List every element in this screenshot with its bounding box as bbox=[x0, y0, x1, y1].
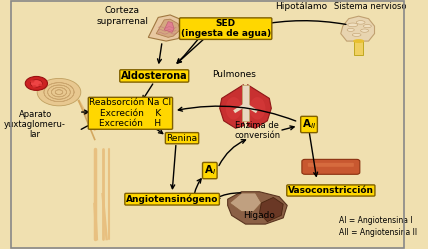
Text: A$_I$: A$_I$ bbox=[204, 164, 216, 178]
Ellipse shape bbox=[348, 23, 358, 27]
Polygon shape bbox=[228, 192, 287, 224]
Circle shape bbox=[25, 76, 48, 90]
Text: Vasoconstricción: Vasoconstricción bbox=[288, 186, 374, 195]
Text: Angiotensinógeno: Angiotensinógeno bbox=[126, 194, 218, 204]
Ellipse shape bbox=[356, 21, 365, 24]
Circle shape bbox=[30, 80, 42, 87]
Polygon shape bbox=[259, 197, 283, 222]
FancyBboxPatch shape bbox=[308, 163, 354, 167]
Polygon shape bbox=[156, 19, 180, 37]
Ellipse shape bbox=[354, 40, 363, 42]
Ellipse shape bbox=[226, 97, 241, 120]
Ellipse shape bbox=[347, 28, 354, 31]
Circle shape bbox=[39, 84, 42, 86]
Text: Corteza
suprarrenal: Corteza suprarrenal bbox=[96, 6, 149, 26]
Bar bbox=[241, 85, 250, 121]
Text: Pulmones: Pulmones bbox=[212, 70, 256, 79]
Circle shape bbox=[37, 78, 81, 106]
Text: Aldosterona: Aldosterona bbox=[121, 71, 187, 81]
Bar bbox=[354, 41, 363, 55]
Polygon shape bbox=[148, 15, 186, 41]
Ellipse shape bbox=[361, 29, 369, 32]
Ellipse shape bbox=[352, 33, 361, 36]
Ellipse shape bbox=[250, 97, 265, 120]
Text: Renina: Renina bbox=[166, 134, 198, 143]
Polygon shape bbox=[341, 16, 374, 41]
Polygon shape bbox=[247, 85, 271, 128]
Text: Enzima de
conversión: Enzima de conversión bbox=[235, 121, 280, 140]
Text: Aparato
yuxtaglomeru-
lar: Aparato yuxtaglomeru- lar bbox=[4, 110, 66, 139]
Circle shape bbox=[30, 80, 34, 83]
Text: Hígado: Hígado bbox=[244, 211, 275, 220]
Text: AI = Angiotensina I: AI = Angiotensina I bbox=[339, 216, 413, 225]
Text: AII = Angiotensina II: AII = Angiotensina II bbox=[339, 228, 417, 237]
Polygon shape bbox=[230, 193, 262, 212]
Polygon shape bbox=[164, 22, 174, 32]
Text: A$_{II}$: A$_{II}$ bbox=[302, 118, 316, 131]
Text: Reabsorción Na Cl
Excreción    K
Excreción    H: Reabsorción Na Cl Excreción K Excreción … bbox=[89, 98, 172, 128]
Ellipse shape bbox=[363, 24, 372, 28]
Text: Hipotálamo: Hipotálamo bbox=[275, 2, 327, 11]
Circle shape bbox=[33, 85, 36, 88]
Text: Sistema nervioso: Sistema nervioso bbox=[334, 2, 407, 11]
Polygon shape bbox=[220, 85, 244, 128]
FancyBboxPatch shape bbox=[302, 159, 360, 174]
Text: SED
(ingesta de agua): SED (ingesta de agua) bbox=[181, 19, 271, 38]
